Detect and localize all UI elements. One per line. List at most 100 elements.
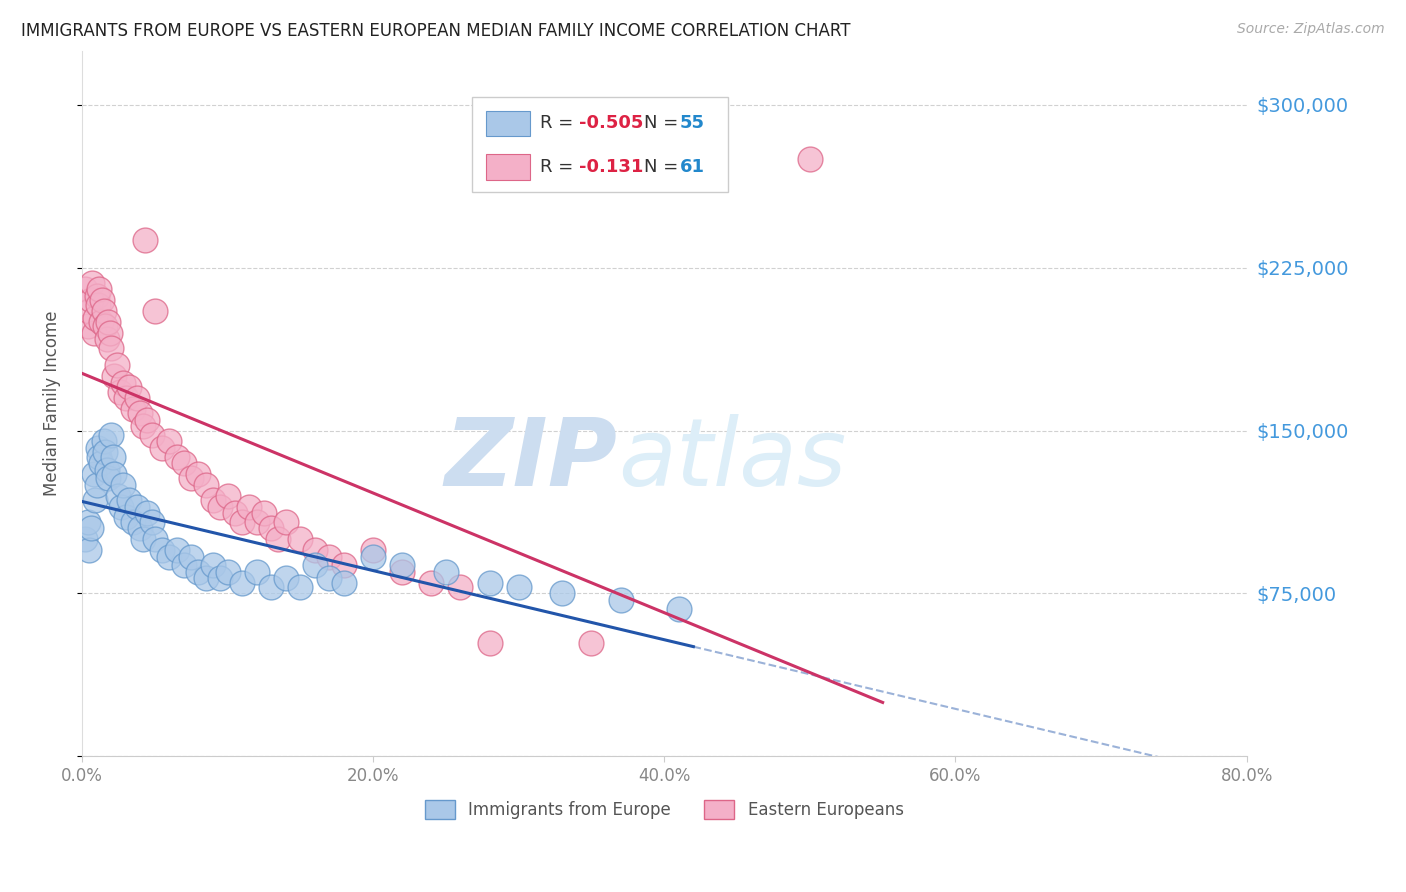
Point — [110, 500, 132, 514]
Point — [103, 467, 125, 481]
Point — [82, 276, 104, 290]
Point — [117, 380, 139, 394]
Point — [73, 283, 96, 297]
Point — [91, 293, 114, 308]
Point — [238, 500, 260, 514]
FancyBboxPatch shape — [472, 96, 728, 192]
Point — [87, 441, 110, 455]
Point — [478, 575, 501, 590]
Point — [290, 580, 312, 594]
Point — [97, 315, 120, 329]
Point — [333, 575, 356, 590]
Point — [143, 532, 166, 546]
Point — [274, 571, 297, 585]
Point — [267, 532, 290, 546]
Point — [94, 445, 117, 459]
Point — [224, 506, 246, 520]
Point — [111, 376, 134, 390]
Point — [100, 341, 122, 355]
Legend: Immigrants from Europe, Eastern Europeans: Immigrants from Europe, Eastern European… — [418, 793, 910, 825]
Text: -0.131: -0.131 — [579, 158, 644, 176]
Point — [157, 549, 180, 564]
Point — [86, 289, 108, 303]
Point — [143, 304, 166, 318]
Text: N =: N = — [644, 158, 685, 176]
Point — [114, 510, 136, 524]
Point — [122, 515, 145, 529]
Point — [166, 450, 188, 464]
Point — [668, 601, 690, 615]
Point — [80, 293, 103, 308]
Point — [157, 434, 180, 449]
Point — [90, 456, 112, 470]
Point — [304, 558, 326, 573]
Point — [134, 233, 156, 247]
Point — [581, 636, 603, 650]
Point — [194, 571, 217, 585]
Point — [132, 419, 155, 434]
Y-axis label: Median Family Income: Median Family Income — [44, 310, 60, 496]
Point — [87, 298, 110, 312]
Point — [434, 565, 457, 579]
Point — [260, 580, 283, 594]
Point — [105, 359, 128, 373]
Point — [141, 515, 163, 529]
Point — [361, 549, 384, 564]
Point — [391, 558, 413, 573]
Point — [83, 326, 105, 340]
Text: ZIP: ZIP — [444, 414, 617, 506]
Point — [194, 478, 217, 492]
Point — [117, 493, 139, 508]
Point — [180, 471, 202, 485]
Point — [290, 532, 312, 546]
Point — [609, 593, 631, 607]
Point — [89, 283, 111, 297]
Point — [136, 506, 159, 520]
Point — [318, 571, 340, 585]
Point — [129, 406, 152, 420]
Bar — [486, 111, 530, 136]
Point — [141, 428, 163, 442]
Point — [173, 558, 195, 573]
Point — [217, 489, 239, 503]
Point — [201, 558, 224, 573]
Point — [173, 456, 195, 470]
Point — [77, 543, 100, 558]
Point — [129, 521, 152, 535]
Point — [231, 575, 253, 590]
Point — [333, 558, 356, 573]
Point — [361, 543, 384, 558]
Point — [108, 384, 131, 399]
Text: -0.505: -0.505 — [579, 114, 644, 132]
Point — [318, 549, 340, 564]
Point — [127, 391, 149, 405]
Text: 61: 61 — [679, 158, 704, 176]
Point — [166, 543, 188, 558]
Point — [260, 521, 283, 535]
Point — [111, 478, 134, 492]
Point — [136, 413, 159, 427]
Point — [799, 153, 821, 167]
Point — [98, 326, 121, 340]
Point — [180, 549, 202, 564]
Point — [96, 333, 118, 347]
Point — [132, 532, 155, 546]
Point — [150, 543, 173, 558]
Bar — [486, 154, 530, 180]
Point — [96, 463, 118, 477]
Text: 55: 55 — [679, 114, 704, 132]
Point — [127, 500, 149, 514]
Point — [187, 467, 209, 481]
Point — [209, 500, 232, 514]
Point — [231, 515, 253, 529]
Point — [201, 493, 224, 508]
Text: R =: R = — [540, 114, 579, 132]
Point — [76, 515, 98, 529]
Point — [76, 319, 98, 334]
Point — [89, 450, 111, 464]
Point — [84, 493, 107, 508]
Point — [209, 571, 232, 585]
Text: R =: R = — [540, 158, 579, 176]
Point — [420, 575, 443, 590]
Point — [77, 304, 100, 318]
